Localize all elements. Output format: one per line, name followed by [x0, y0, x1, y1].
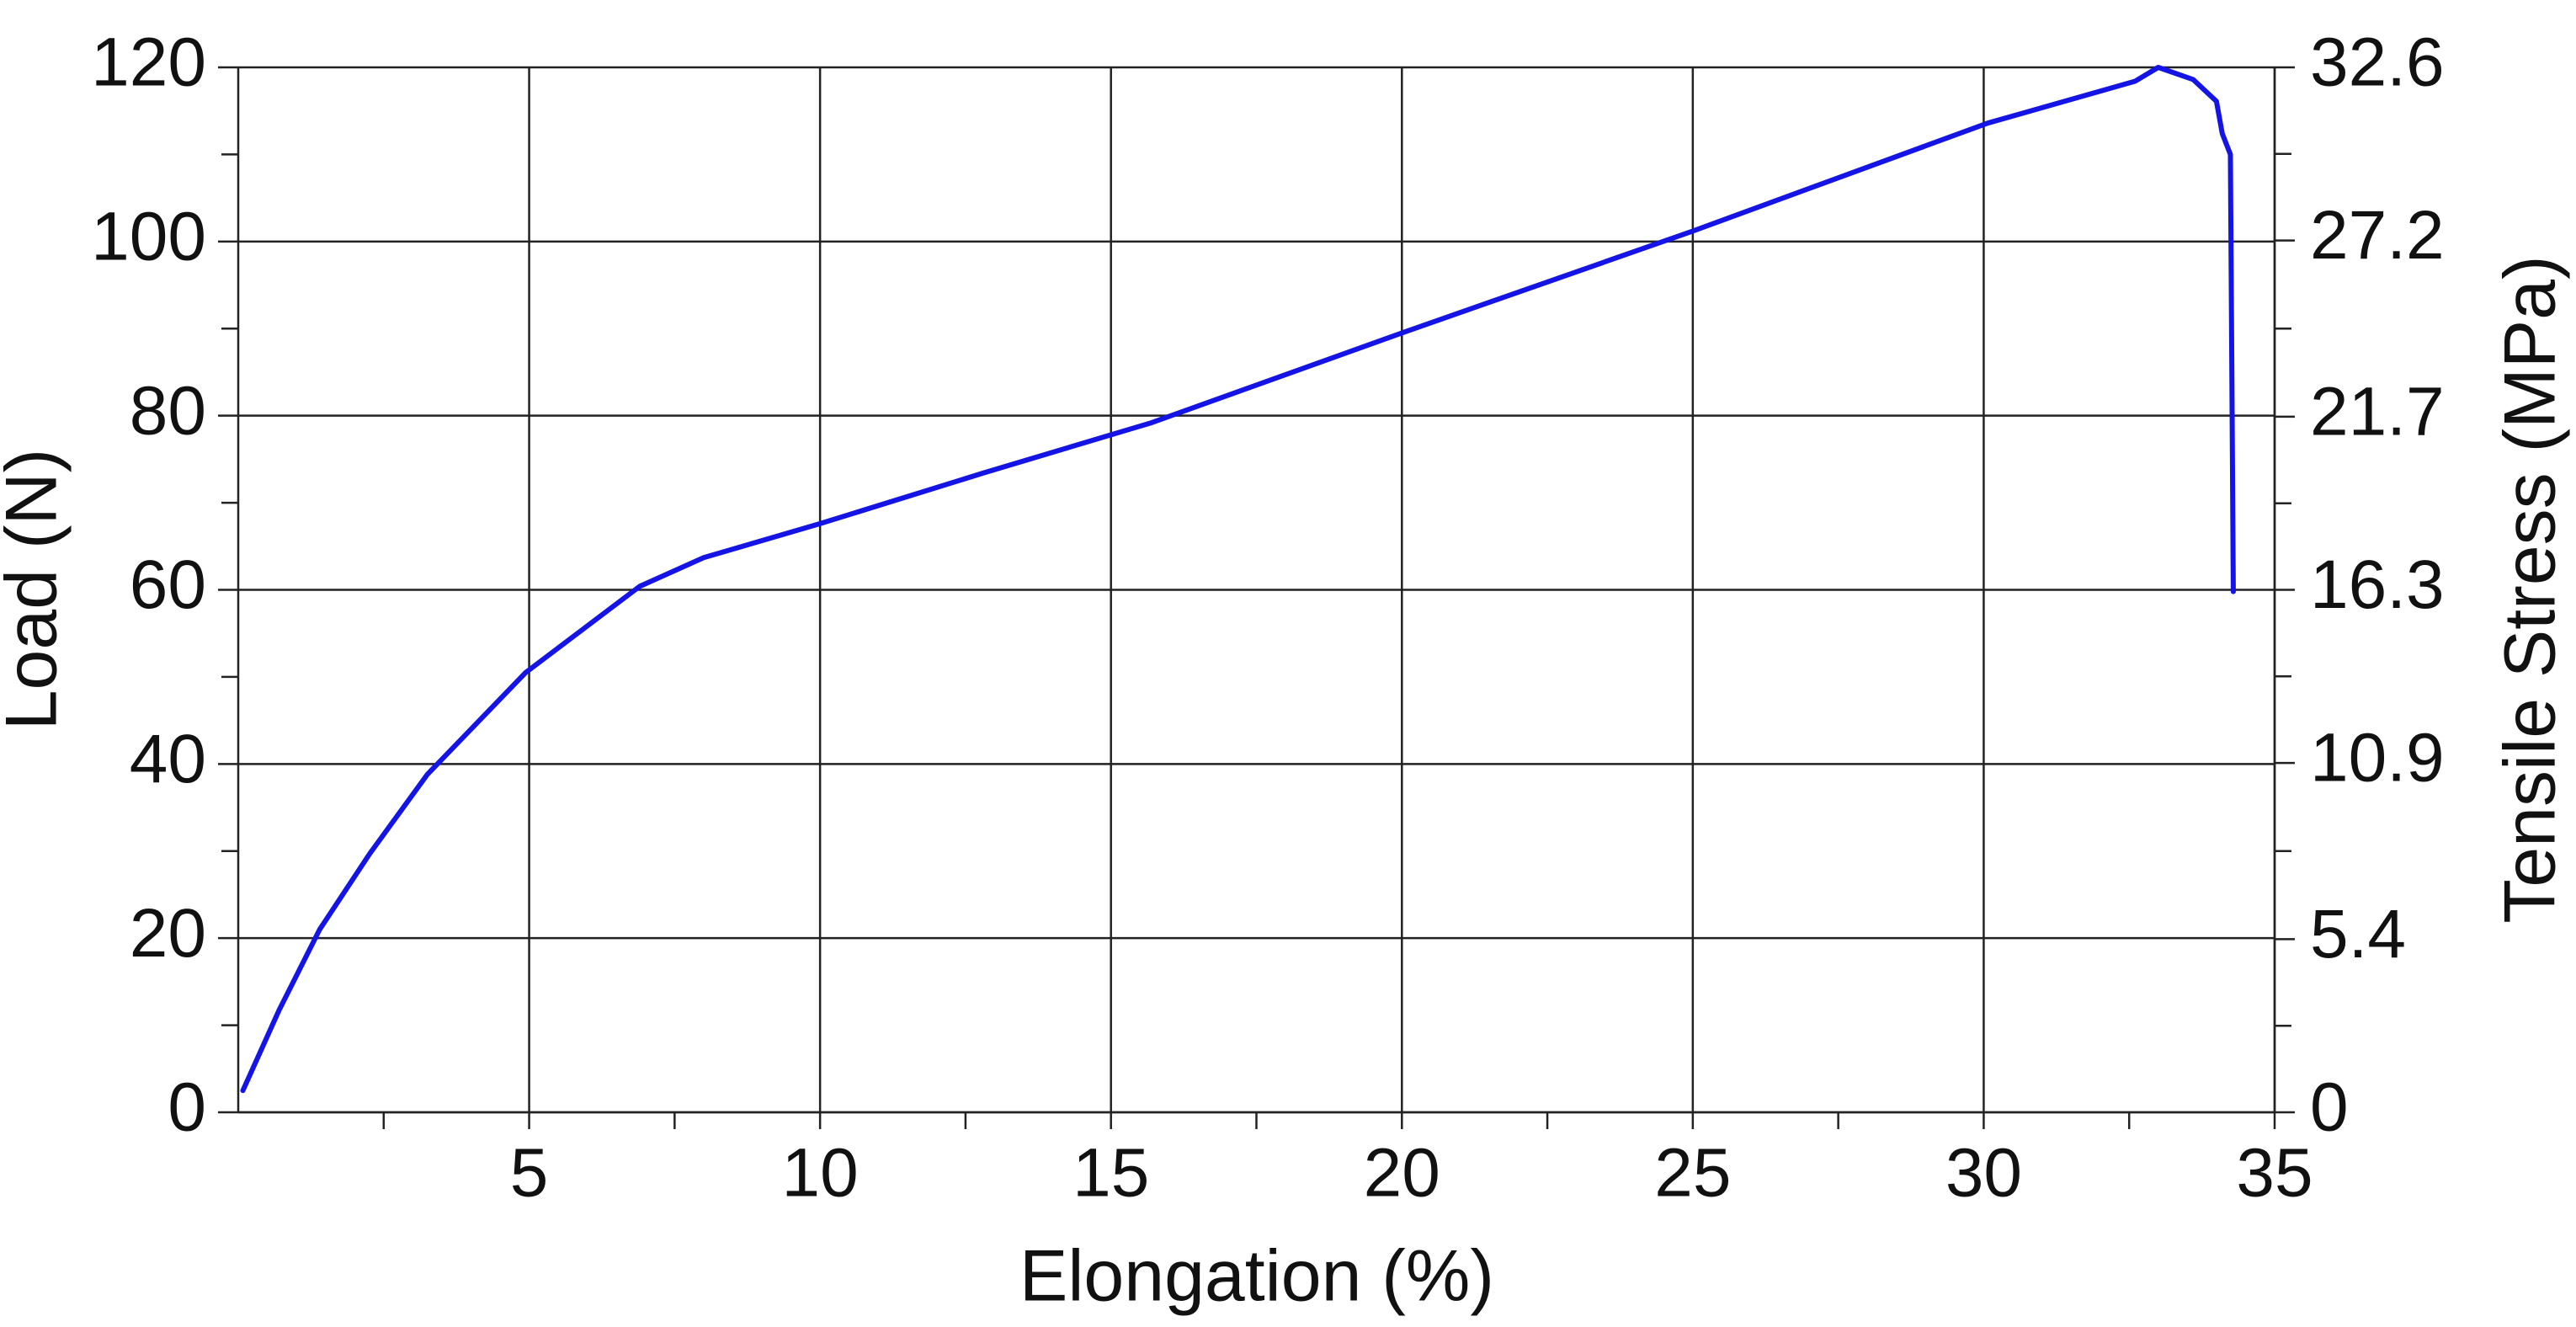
y2-tick-label: 32.6: [2310, 24, 2445, 101]
x-tick-label: 15: [1072, 1135, 1149, 1212]
y-axis-label: Load (N): [0, 449, 72, 731]
y-tick-label: 20: [130, 895, 206, 972]
data-line: [240, 65, 2236, 1094]
y-tick-label: 120: [91, 24, 206, 101]
x-tick-label: 20: [1364, 1135, 1440, 1212]
y2-tick-label: 16.3: [2310, 546, 2445, 623]
y2-tick-label: 5.4: [2310, 896, 2406, 973]
y-tick-label: 80: [130, 372, 206, 449]
y-tick-label: 40: [130, 721, 206, 797]
x-tick-label: 30: [1945, 1135, 2022, 1212]
y2-tick-label: 0: [2310, 1069, 2349, 1146]
y2-tick-label: 21.7: [2310, 374, 2445, 450]
y2-tick-label: 27.2: [2310, 197, 2445, 274]
y2-axis-label: Tensile Stress (MPa): [2490, 255, 2571, 923]
x-tick-label: 10: [782, 1135, 859, 1212]
y-tick-label: 0: [168, 1069, 206, 1146]
x-axis-label: Elongation (%): [1019, 1236, 1494, 1317]
y2-tick-label: 10.9: [2310, 720, 2445, 797]
y-tick-label: 100: [91, 198, 206, 274]
x-tick-label: 5: [510, 1135, 549, 1212]
x-tick-label: 25: [1654, 1135, 1731, 1212]
x-tick-label: 35: [2236, 1135, 2313, 1212]
y-tick-label: 60: [130, 546, 206, 623]
